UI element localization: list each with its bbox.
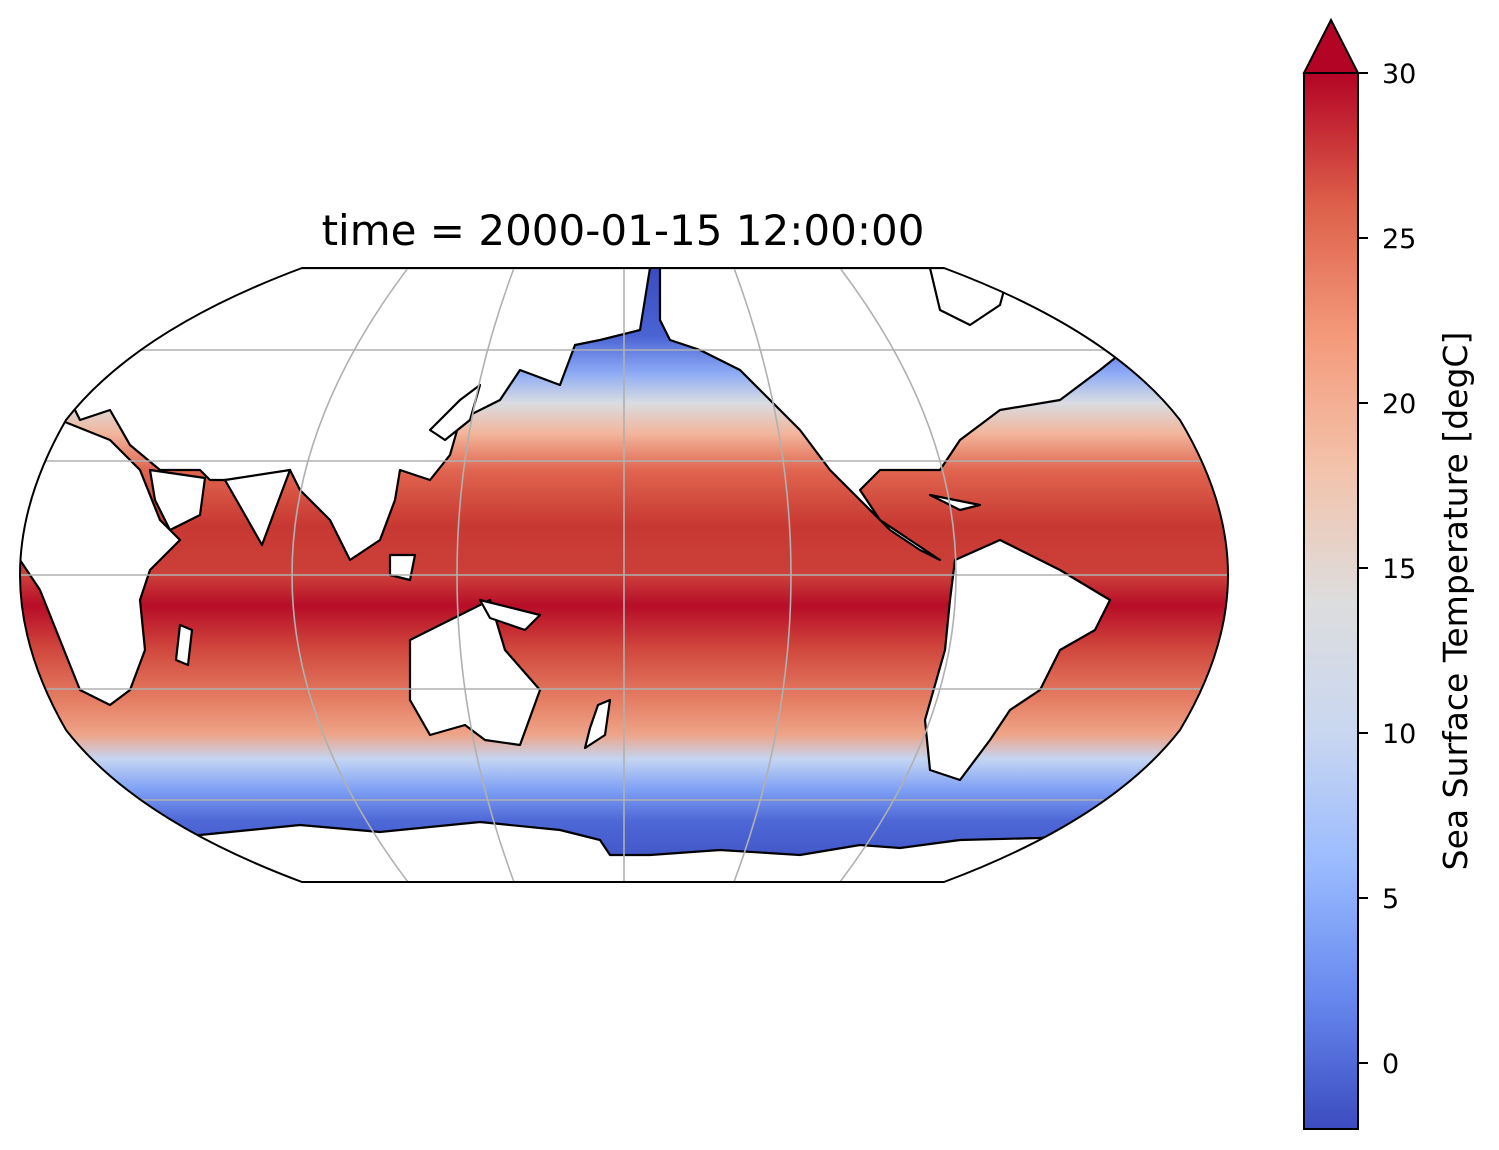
gridline-meridian-w2 (291, 268, 409, 882)
colorbar-tick-label: 15 (1382, 554, 1416, 585)
colorbar-tick-label: 20 (1382, 389, 1416, 420)
land-madagascar (174, 623, 194, 667)
colorbar-gradient (1303, 72, 1359, 1130)
land-australia (408, 598, 542, 747)
land-arabia (148, 468, 207, 532)
gridlines (20, 268, 1228, 882)
gridline-meridian-e1 (733, 268, 792, 882)
land-new-guinea (478, 598, 542, 632)
land-eurasia (20, 268, 652, 562)
map-boundary (18, 267, 1230, 883)
sst-map (18, 267, 1230, 883)
land-north-america (658, 268, 1228, 562)
colorbar-tick-label: 30 (1382, 59, 1416, 90)
gridline-meridian-e2 (839, 268, 957, 882)
land-south-america (923, 538, 1112, 782)
colorbar-tick-label: 10 (1382, 719, 1416, 750)
colorbar-tick-label: 0 (1382, 1049, 1399, 1080)
colorbar-tick-label: 25 (1382, 224, 1416, 255)
land-africa (20, 418, 182, 707)
land-new-zealand (583, 698, 612, 750)
land-borneo (388, 553, 417, 582)
gridline-meridian-w1 (456, 268, 515, 882)
colorbar-ticks: 0 5 10 15 20 25 30 (1358, 59, 1416, 1080)
colorbar-extend-arrow (1302, 17, 1360, 74)
colorbar-tick-label: 5 (1382, 884, 1399, 915)
chart-title: time = 2000-01-15 12:00:00 (321, 206, 925, 255)
land-india (223, 468, 292, 547)
land-cuba (928, 493, 982, 512)
colorbar-label: Sea Surface Temperature [degC] (1436, 332, 1475, 871)
land-antarctica (20, 820, 1228, 882)
land-masses (20, 268, 1228, 882)
